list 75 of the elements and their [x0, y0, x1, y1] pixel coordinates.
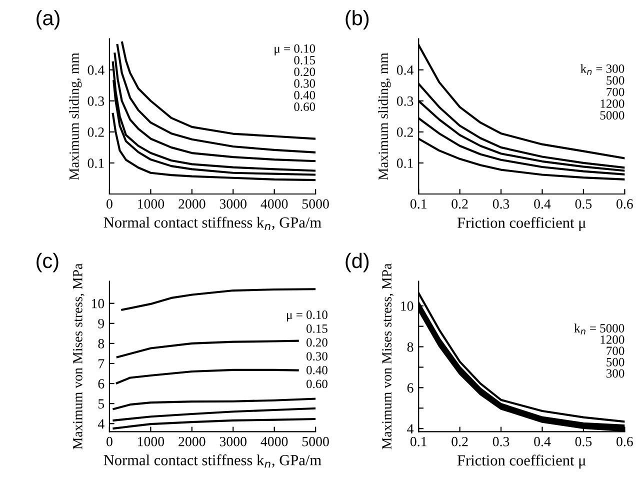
y-axis-title: Maximum sliding, mm [69, 52, 82, 180]
annotation: 0.15 [294, 56, 316, 64]
annotation: 1200 [600, 99, 624, 108]
x-tick-label: 5000 [302, 199, 329, 209]
annotation: 0.30 [294, 79, 316, 88]
y-tick-label: 8 [407, 342, 414, 352]
x-tick-label: 3000 [220, 199, 246, 209]
y-tick-label: 7 [98, 359, 104, 368]
x-tick-label: 0.2 [452, 199, 468, 209]
x-tick-label: 1000 [138, 199, 164, 209]
y-tick-label: 10 [92, 298, 104, 308]
annotation: 300 [606, 369, 624, 378]
x-tick-label: 0 [106, 199, 112, 209]
x-axis-title: Normal contact stiffness k$_{n}$, GPa/m [104, 454, 322, 468]
annotation: 1200 [600, 335, 624, 344]
annotation: 0.20 [294, 68, 316, 76]
x-tick-label: 5000 [302, 436, 329, 446]
x-tick-label: 0.5 [575, 199, 592, 209]
x-tick-label: 4000 [260, 436, 288, 446]
x-tick-label: 1000 [138, 436, 164, 446]
annotation: 0.60 [294, 102, 316, 112]
annotation: 0.40 [294, 90, 316, 100]
y-tick-label: 9 [98, 319, 104, 328]
y-tick-label: 10 [401, 301, 414, 311]
y-axis-title: Maximum von Mises stress, MPa [73, 263, 84, 450]
y-tick-label: 0.3 [396, 96, 414, 106]
chart-title: (c) [36, 252, 58, 272]
x-tick-label: 2000 [178, 436, 206, 446]
x-tick-label: 0.4 [534, 199, 551, 209]
y-tick-label: 4 [407, 424, 414, 434]
x-tick-label: 0.3 [492, 436, 510, 446]
annotation: k$_{n}$ = 5000 [574, 324, 624, 334]
chart-title: (d) [346, 252, 369, 272]
y-axis-title: Maximum sliding, mm [378, 52, 391, 180]
annotation: 700 [606, 88, 624, 96]
y-tick-label: 0.4 [396, 65, 414, 75]
annotation: 500 [606, 358, 624, 366]
annotation: μ = 0.10 [274, 44, 316, 56]
y-tick-label: 5 [98, 399, 104, 409]
annotation: 0.20 [306, 338, 328, 347]
x-tick-label: 0.4 [534, 436, 551, 446]
chart-title: (a) [36, 10, 60, 30]
y-tick-label: 0.2 [88, 128, 104, 137]
y-tick-label: 0.4 [88, 65, 104, 75]
x-tick-label: 0.2 [452, 436, 468, 446]
annotation: 5000 [600, 111, 624, 120]
x-tick-label: 0.6 [616, 199, 633, 209]
x-axis-title: Friction coefficient μ [457, 217, 586, 232]
x-tick-label: 2000 [178, 199, 206, 209]
y-tick-label: 6 [407, 383, 414, 393]
y-tick-label: 0.1 [88, 158, 104, 168]
y-tick-label: 0.3 [88, 96, 104, 106]
x-tick-label: 0.6 [616, 436, 633, 446]
y-tick-label: 6 [98, 379, 104, 388]
y-tick-label: 0.1 [396, 158, 413, 168]
annotation: 0.40 [306, 366, 328, 374]
y-tick-label: 8 [98, 339, 104, 348]
x-tick-label: 0.5 [575, 436, 592, 446]
annotation: μ = 0.10 [287, 310, 328, 322]
annotation: k$_{n}$ = 300 [580, 64, 624, 75]
y-tick-label: 4 [98, 419, 104, 428]
x-tick-label: 0 [106, 436, 112, 446]
annotation: 0.30 [306, 352, 328, 361]
annotation: 0.60 [306, 380, 328, 388]
chart-title: (b) [346, 10, 369, 30]
x-tick-label: 4000 [260, 199, 288, 209]
x-axis-title: Normal contact stiffness k$_{n}$, GPa/m [104, 216, 322, 230]
x-axis-title: Friction coefficient μ [457, 454, 586, 469]
annotation: 700 [606, 346, 624, 356]
annotation: 500 [606, 76, 624, 85]
x-tick-label: 3000 [220, 436, 246, 446]
y-tick-label: 0.2 [396, 128, 413, 137]
y-axis-title: Maximum von Mises stress, MPa [382, 263, 394, 450]
annotation: 0.15 [306, 324, 328, 333]
x-tick-label: 0.3 [492, 199, 510, 209]
